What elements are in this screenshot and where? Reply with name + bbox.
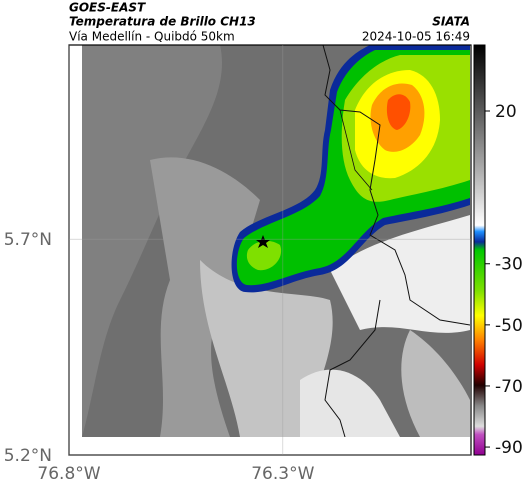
imagery xyxy=(82,45,470,437)
x-tick-label: 76.8°W xyxy=(37,464,100,484)
timestamp: 2024-10-05 16:49 xyxy=(362,30,470,44)
location-marker xyxy=(256,235,270,248)
colorbar-tick-label: -90 xyxy=(495,438,523,458)
source: SIATA xyxy=(432,15,470,29)
title: GOES-EAST xyxy=(69,1,146,15)
y-tick-label: 5.2°N xyxy=(4,446,52,466)
region: Vía Medellín - Quibdó 50km xyxy=(69,30,235,44)
subtitle: Temperatura de Brillo CH13 xyxy=(69,15,256,29)
colorbar-tick-label: -50 xyxy=(495,316,523,336)
x-tick-label: 76.3°W xyxy=(251,464,314,484)
colorbar xyxy=(473,44,486,456)
colorbar-tick-label: -30 xyxy=(495,255,523,275)
colorbar-tick-label: -70 xyxy=(495,377,523,397)
colorbar-tick-label: 20 xyxy=(495,102,517,122)
y-tick-label: 5.7°N xyxy=(4,230,52,250)
